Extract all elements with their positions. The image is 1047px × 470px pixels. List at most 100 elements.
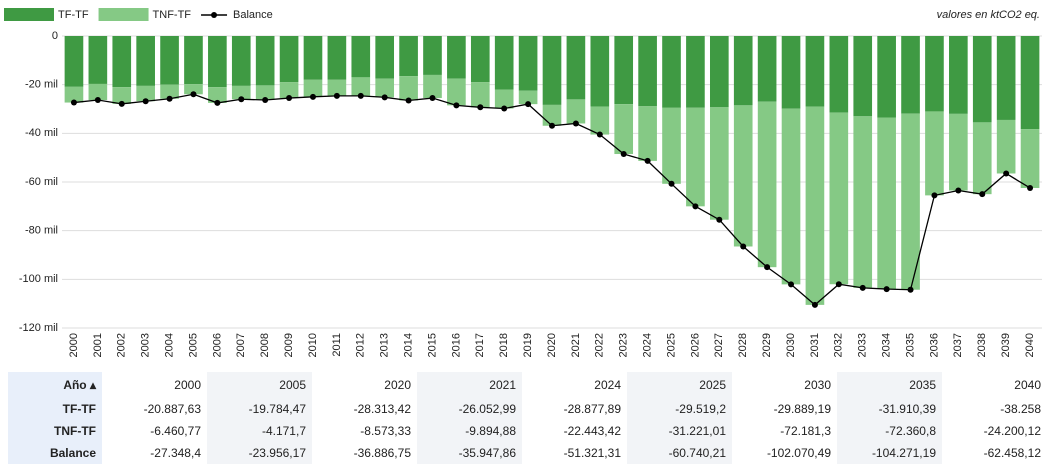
x-tick-label: 2003 bbox=[140, 333, 152, 357]
balance-point bbox=[501, 105, 508, 112]
data-table: Año ▴ 2000 2005 2020 2021 2024 2025 2030 2035 204… bbox=[8, 372, 1047, 464]
bar-segment bbox=[255, 36, 275, 86]
bar-segment bbox=[614, 36, 634, 105]
balance-point bbox=[931, 192, 938, 199]
bar-segment bbox=[303, 79, 323, 97]
y-tick-label: -120 mil bbox=[19, 322, 58, 334]
bar-segment bbox=[590, 36, 610, 107]
bar-segment bbox=[160, 36, 179, 85]
cell: 2030 bbox=[804, 378, 831, 392]
balance-point bbox=[429, 95, 436, 102]
bar-segment bbox=[805, 106, 825, 305]
bar-segment bbox=[327, 79, 347, 96]
bar-segment bbox=[88, 83, 108, 100]
balance-point bbox=[333, 92, 340, 99]
bar-segment bbox=[136, 85, 155, 102]
balance-point bbox=[405, 97, 412, 104]
balance-point bbox=[525, 101, 532, 108]
x-tick-label: 2034 bbox=[881, 333, 893, 357]
balance-point bbox=[979, 191, 986, 198]
x-tick-label: 2016 bbox=[450, 333, 462, 357]
cell: -102.070,49 bbox=[766, 446, 831, 460]
balance-point bbox=[118, 100, 125, 107]
x-tick-label: 2036 bbox=[928, 333, 940, 357]
bar-segment bbox=[901, 36, 920, 114]
balance-point bbox=[620, 151, 627, 158]
bar-segment bbox=[64, 86, 84, 103]
cell: -22.443,42 bbox=[563, 424, 621, 438]
x-tick-label: 2012 bbox=[355, 333, 367, 357]
cell: -20.887,63 bbox=[143, 402, 201, 416]
cell: -29.519,2 bbox=[627, 398, 732, 420]
cell: 2020 bbox=[384, 378, 411, 392]
x-tick-label: 2035 bbox=[904, 333, 916, 357]
bar-segment bbox=[375, 36, 395, 79]
x-tick-label: 2011 bbox=[331, 333, 343, 357]
bar-segment bbox=[877, 117, 896, 290]
legend-label: TNF-TF bbox=[153, 9, 192, 21]
y-tick-label: -20 mil bbox=[25, 79, 58, 91]
bar-segment bbox=[638, 106, 657, 161]
balance-point bbox=[190, 91, 197, 98]
legend-dot bbox=[211, 12, 218, 18]
bar-segment bbox=[184, 36, 203, 85]
bar-segment bbox=[1020, 129, 1040, 188]
cell: 2005 bbox=[207, 372, 312, 398]
x-tick-label: 2040 bbox=[1024, 333, 1036, 357]
cell: -36.886,75 bbox=[353, 446, 411, 460]
bar-segment bbox=[279, 82, 299, 99]
x-tick-label: 2002 bbox=[116, 333, 128, 357]
bar-segment bbox=[901, 113, 920, 290]
bar-segment bbox=[757, 36, 777, 102]
cell: -31.910,39 bbox=[837, 398, 942, 420]
cell: -28.877,89 bbox=[563, 402, 621, 416]
bar-segment bbox=[566, 99, 586, 124]
balance-point bbox=[238, 96, 245, 103]
balance-point bbox=[716, 216, 723, 223]
cell: -31.221,01 bbox=[627, 420, 732, 442]
balance-point bbox=[166, 95, 173, 102]
x-tick-label: 2005 bbox=[187, 333, 199, 357]
row: TF-TF -20.887,63 -19.784,47 -28.313,42 -26.0… bbox=[8, 398, 1047, 420]
row: Balance -27.348,4 -23.956,17 -36.886,75 -35.… bbox=[8, 442, 1047, 464]
bar-segment bbox=[279, 36, 299, 83]
bar-segment bbox=[853, 116, 873, 288]
bar-segment bbox=[208, 36, 227, 88]
header-row: Año ▴ 2000 2005 2020 2021 2024 2025 2030 2035 204… bbox=[8, 372, 1047, 398]
bar-segment bbox=[518, 36, 538, 91]
bar-segment bbox=[255, 85, 275, 100]
cell: -51.321,31 bbox=[563, 446, 621, 460]
bar-segment bbox=[925, 36, 944, 112]
balance-point bbox=[549, 122, 555, 129]
legend-swatch bbox=[4, 8, 54, 21]
x-tick-label: 2010 bbox=[307, 333, 319, 357]
cell: -104.271,19 bbox=[837, 442, 942, 464]
bar-segment bbox=[781, 108, 801, 285]
cell: 2025 bbox=[627, 372, 732, 398]
balance-point bbox=[692, 203, 699, 210]
row-header: TNF-TF bbox=[8, 420, 102, 442]
balance-point bbox=[835, 281, 842, 288]
bar-segment bbox=[590, 106, 610, 135]
balance-point bbox=[214, 99, 221, 106]
cell: -9.894,88 bbox=[417, 420, 522, 442]
x-tick-label: 2028 bbox=[737, 333, 749, 357]
cell: -6.460,77 bbox=[150, 424, 201, 438]
x-tick-label: 2009 bbox=[283, 333, 295, 357]
bar-segment bbox=[351, 36, 371, 78]
cell: 2035 bbox=[837, 372, 942, 398]
bar-segment bbox=[542, 104, 562, 126]
bar-segment bbox=[447, 78, 466, 106]
bar-segment bbox=[709, 36, 729, 108]
bar-segment bbox=[805, 36, 825, 107]
cell: -28.313,42 bbox=[353, 402, 411, 416]
x-tick-label: 2021 bbox=[570, 333, 582, 357]
bar-segment bbox=[972, 36, 992, 123]
x-tick-label: 2037 bbox=[952, 333, 964, 357]
x-tick-label: 2022 bbox=[594, 333, 606, 357]
balance-point bbox=[70, 99, 77, 106]
x-tick-label: 2006 bbox=[211, 333, 223, 357]
bar-segment bbox=[949, 36, 968, 114]
row-header: TF-TF bbox=[8, 398, 102, 420]
cell: -24.200,12 bbox=[983, 424, 1041, 438]
